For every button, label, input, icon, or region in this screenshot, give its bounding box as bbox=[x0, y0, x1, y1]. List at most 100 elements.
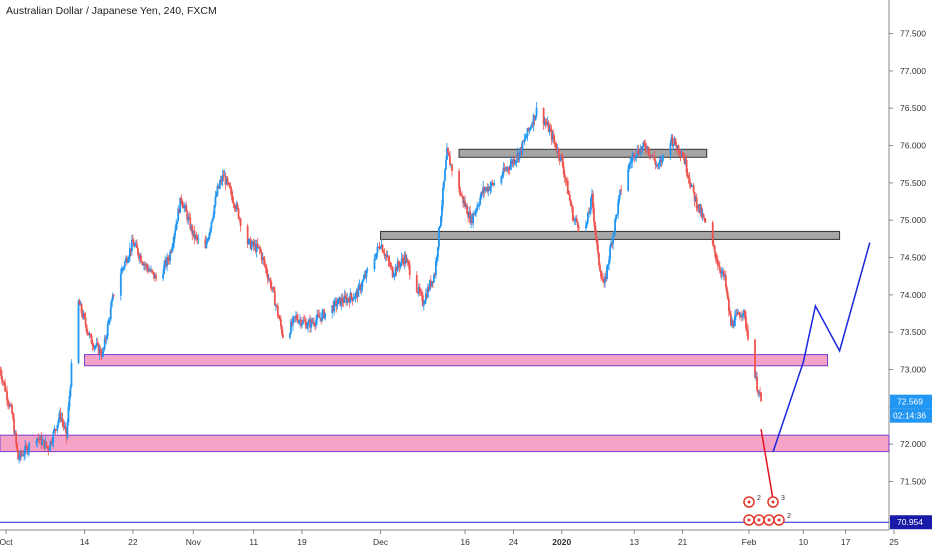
candle bbox=[130, 234, 133, 256]
candle-body bbox=[145, 264, 147, 266]
candle bbox=[38, 438, 41, 445]
candle-body bbox=[563, 174, 566, 178]
candle bbox=[444, 168, 446, 182]
candle-body bbox=[726, 293, 729, 299]
candle bbox=[98, 344, 101, 360]
candle bbox=[124, 255, 127, 263]
candle-body bbox=[79, 303, 82, 306]
candle bbox=[141, 260, 143, 266]
candle bbox=[126, 256, 129, 264]
candle bbox=[534, 115, 537, 121]
candle-body bbox=[482, 187, 485, 194]
candle bbox=[565, 179, 568, 186]
candle-body bbox=[429, 280, 432, 287]
candle-body bbox=[21, 454, 24, 456]
candle-body bbox=[589, 210, 591, 214]
candle bbox=[62, 419, 65, 431]
candle-body bbox=[702, 214, 705, 218]
current-price-label: 72.569 bbox=[897, 397, 923, 407]
candle-body bbox=[730, 320, 733, 326]
candle-body bbox=[112, 294, 115, 296]
candle bbox=[222, 170, 225, 181]
x-tick-label: 25 bbox=[889, 537, 899, 547]
candle bbox=[14, 429, 17, 436]
candle-body bbox=[488, 187, 491, 191]
candle bbox=[477, 203, 480, 208]
candle-body bbox=[108, 319, 111, 320]
candle bbox=[179, 197, 182, 213]
candle-body bbox=[366, 269, 369, 271]
candle bbox=[720, 267, 723, 280]
candle-body bbox=[654, 160, 657, 165]
candle bbox=[638, 150, 641, 156]
candle bbox=[725, 285, 728, 297]
candle-body bbox=[603, 282, 605, 283]
candle-body bbox=[475, 210, 478, 212]
candle-body bbox=[207, 238, 210, 241]
candle-body bbox=[319, 317, 322, 319]
candle-body bbox=[132, 241, 135, 247]
candle-body bbox=[358, 284, 361, 286]
candle bbox=[759, 386, 761, 397]
candle bbox=[146, 262, 148, 273]
candle-body bbox=[467, 214, 470, 218]
candle-body bbox=[151, 269, 153, 272]
candle bbox=[511, 158, 514, 168]
candle-body bbox=[251, 241, 254, 245]
candle bbox=[310, 317, 312, 333]
candle-body bbox=[237, 208, 240, 219]
candle bbox=[684, 157, 687, 167]
candle-body bbox=[507, 167, 510, 169]
candle-body bbox=[77, 300, 80, 364]
candle bbox=[510, 156, 513, 170]
candle-body bbox=[211, 218, 214, 222]
candle bbox=[187, 213, 190, 225]
candle bbox=[742, 313, 744, 321]
candle bbox=[101, 347, 104, 359]
candle bbox=[153, 272, 155, 282]
candle-body bbox=[448, 152, 450, 157]
candle bbox=[97, 342, 100, 355]
candle bbox=[185, 201, 188, 212]
candle bbox=[109, 301, 112, 322]
candle-body bbox=[84, 317, 87, 325]
candle-body bbox=[22, 454, 25, 456]
candle bbox=[563, 170, 566, 183]
event-marker-count: 3 bbox=[781, 495, 785, 502]
candle-body bbox=[738, 311, 740, 315]
candle-body bbox=[587, 212, 589, 223]
candle-body bbox=[166, 257, 169, 266]
candle-body bbox=[90, 335, 93, 344]
candle-body bbox=[427, 287, 430, 290]
candle-body bbox=[687, 176, 690, 178]
candle bbox=[631, 151, 634, 168]
y-tick-label: 75.000 bbox=[900, 215, 926, 225]
candle bbox=[320, 317, 323, 325]
candle bbox=[213, 204, 216, 219]
y-tick-label: 73.000 bbox=[900, 365, 926, 375]
projection-down-line bbox=[760, 429, 774, 501]
candle-body bbox=[60, 418, 63, 419]
candle bbox=[426, 283, 429, 299]
candle bbox=[592, 190, 594, 214]
candle-body bbox=[400, 258, 403, 263]
candle bbox=[186, 209, 189, 224]
candle bbox=[691, 185, 694, 188]
candle bbox=[504, 166, 507, 172]
candle-body bbox=[397, 261, 400, 266]
candle-body bbox=[574, 218, 577, 220]
candle-body bbox=[525, 136, 528, 139]
candle-body bbox=[256, 243, 259, 247]
candle-body bbox=[638, 153, 641, 155]
candle bbox=[648, 148, 651, 159]
y-tick-label: 75.500 bbox=[900, 178, 926, 188]
candle bbox=[49, 440, 52, 452]
candle bbox=[80, 302, 83, 317]
candle bbox=[211, 218, 214, 223]
candle bbox=[435, 257, 437, 280]
candle-body bbox=[439, 225, 441, 228]
candle-body bbox=[309, 320, 311, 328]
candle bbox=[521, 140, 524, 156]
candle-body bbox=[223, 175, 226, 177]
